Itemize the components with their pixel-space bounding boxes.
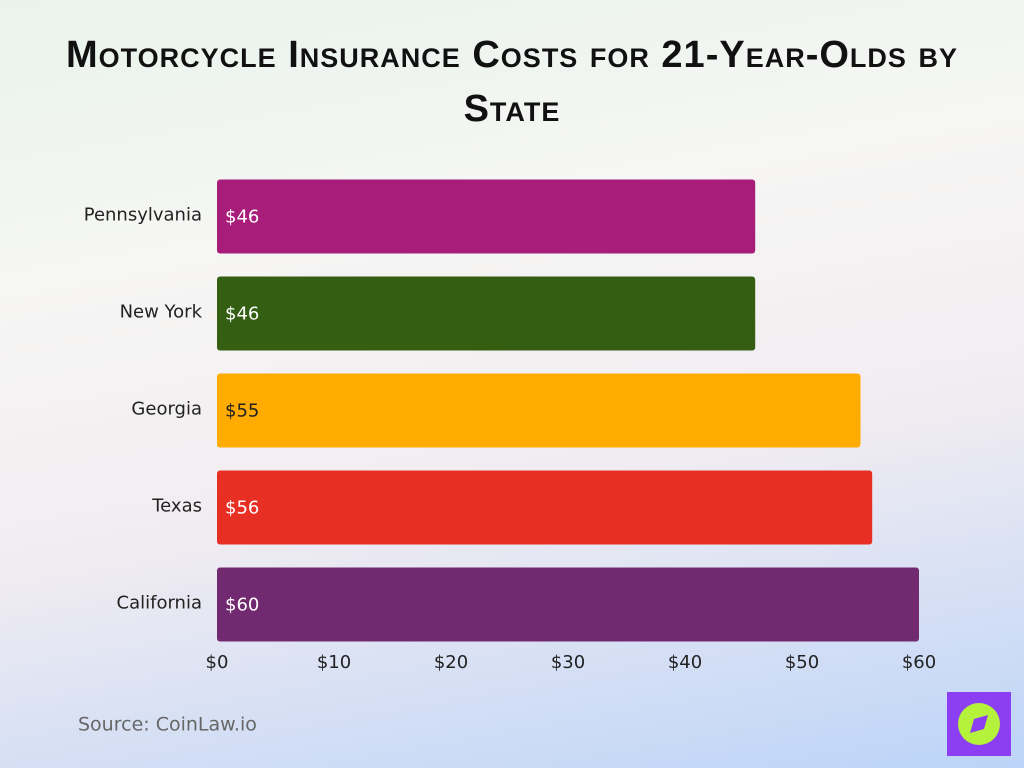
bar bbox=[217, 179, 756, 254]
x-tick-label: $20 bbox=[434, 652, 468, 673]
x-tick-label: $60 bbox=[902, 652, 936, 673]
chart-title: Motorcycle Insurance Costs for 21-Year-O… bbox=[66, 34, 958, 130]
y-tick-label: New York bbox=[120, 302, 203, 323]
x-tick-label: $40 bbox=[668, 652, 702, 673]
x-tick-label: $50 bbox=[785, 652, 819, 673]
y-tick-label: California bbox=[117, 593, 202, 614]
logo bbox=[947, 692, 1011, 756]
bar bbox=[217, 373, 861, 448]
x-tick-label: $30 bbox=[551, 652, 585, 673]
value-label: $60 bbox=[225, 595, 259, 616]
bar bbox=[217, 470, 873, 545]
bar bbox=[217, 567, 919, 642]
x-tick-label: $0 bbox=[206, 652, 229, 673]
bar bbox=[217, 276, 756, 351]
value-label: $56 bbox=[225, 498, 259, 519]
value-label: $55 bbox=[225, 401, 259, 422]
value-label: $46 bbox=[225, 207, 259, 228]
source: Source: CoinLaw.io bbox=[78, 714, 257, 736]
value-label: $46 bbox=[225, 304, 259, 325]
y-tick-label: Georgia bbox=[131, 399, 202, 420]
y-tick-label: Pennsylvania bbox=[84, 205, 202, 226]
y-tick-label: Texas bbox=[151, 496, 202, 517]
x-tick-label: $10 bbox=[317, 652, 351, 673]
